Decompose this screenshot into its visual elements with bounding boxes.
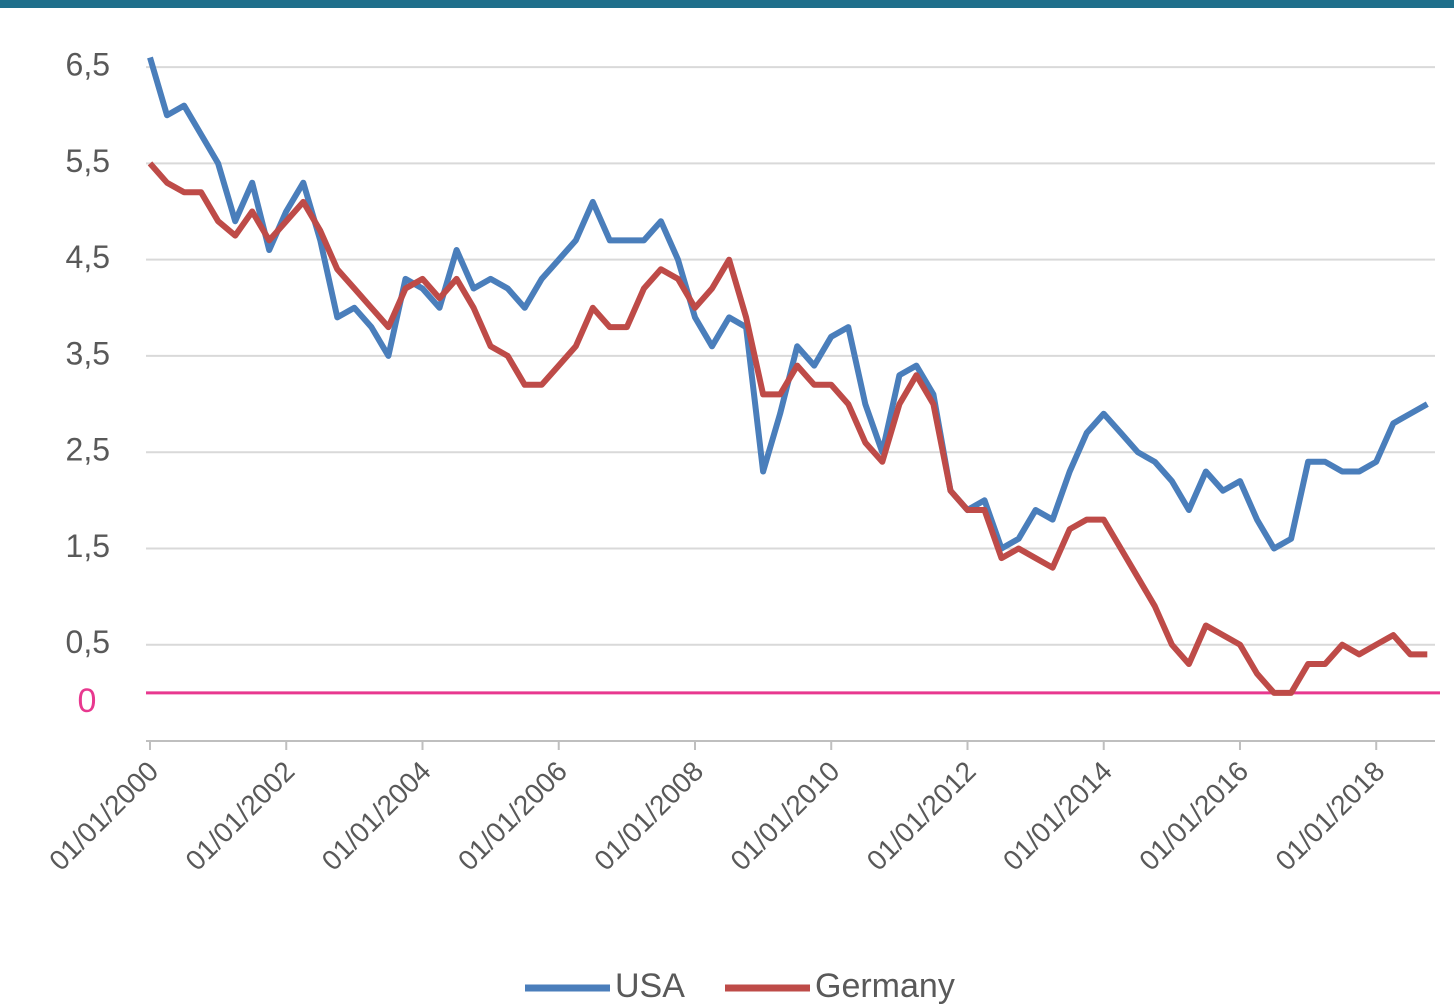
x-tick-label: 01/01/2008 — [588, 755, 709, 876]
y-tick-label: 0,5 — [66, 624, 110, 660]
legend-label: USA — [615, 967, 685, 1005]
x-tick-label: 01/01/2004 — [316, 755, 437, 876]
legend-label: Germany — [815, 967, 955, 1005]
x-tick-label: 01/01/2002 — [179, 755, 300, 876]
line-series — [147, 56, 1429, 552]
x-tick-label: 01/01/2010 — [724, 755, 845, 876]
x-tick-label: 01/01/2016 — [1133, 755, 1254, 876]
top-bar — [0, 0, 1454, 8]
y-tick-label: 2,5 — [66, 432, 110, 468]
line-series — [147, 161, 1428, 696]
x-tick-label: 01/01/2000 — [43, 755, 164, 876]
x-tick-label: 01/01/2014 — [997, 755, 1118, 876]
x-tick-label: 01/01/2012 — [861, 755, 982, 876]
zero-label: 0 — [78, 682, 97, 720]
y-tick-label: 6,5 — [66, 47, 110, 83]
y-tick-label: 5,5 — [66, 143, 110, 179]
x-tick-label: 01/01/2006 — [452, 755, 573, 876]
x-tick-label: 01/01/2018 — [1269, 755, 1390, 876]
y-tick-label: 1,5 — [66, 528, 110, 564]
y-tick-label: 3,5 — [66, 335, 110, 371]
y-tick-label: 4,5 — [66, 239, 110, 275]
